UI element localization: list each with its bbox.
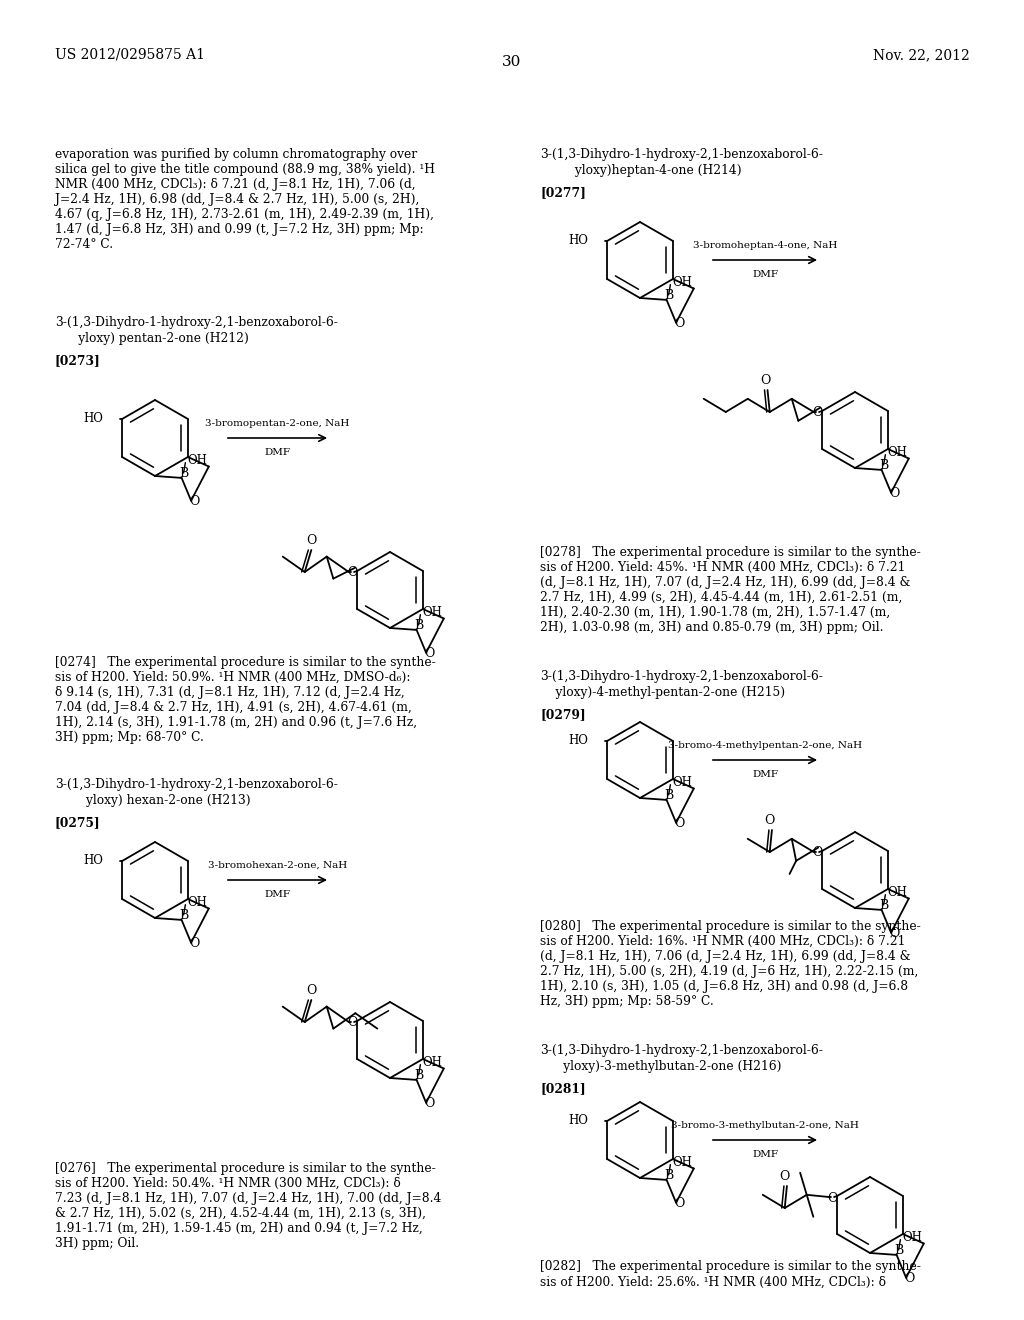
Text: O: O xyxy=(779,1170,791,1183)
Text: 3-(1,3-Dihydro-1-hydroxy-2,1-benzoxaborol-6-: 3-(1,3-Dihydro-1-hydroxy-2,1-benzoxaboro… xyxy=(540,148,823,161)
Text: O: O xyxy=(188,495,200,508)
Text: HO: HO xyxy=(83,412,103,425)
Text: B: B xyxy=(179,909,188,923)
Text: O: O xyxy=(674,817,684,830)
Text: [0277]: [0277] xyxy=(540,186,586,199)
Text: B: B xyxy=(664,289,673,302)
Text: O: O xyxy=(347,566,357,579)
Text: DMF: DMF xyxy=(752,271,778,279)
Text: O: O xyxy=(424,1097,434,1110)
Text: O: O xyxy=(347,1016,357,1030)
Text: 3-bromopentan-2-one, NaH: 3-bromopentan-2-one, NaH xyxy=(206,418,349,428)
Text: 30: 30 xyxy=(503,55,521,69)
Text: O: O xyxy=(761,374,771,387)
Text: O: O xyxy=(889,927,899,940)
Text: B: B xyxy=(879,899,888,912)
Text: [0281]: [0281] xyxy=(540,1082,586,1096)
Text: Nov. 22, 2012: Nov. 22, 2012 xyxy=(873,48,970,62)
Text: HO: HO xyxy=(83,854,103,867)
Text: OH: OH xyxy=(888,886,907,899)
Text: B: B xyxy=(879,459,888,473)
Text: B: B xyxy=(664,789,673,803)
Text: sis of H200. Yield: 25.6%. ¹H NMR (400 MHz, CDCl₃): δ: sis of H200. Yield: 25.6%. ¹H NMR (400 M… xyxy=(540,1276,886,1290)
Text: O: O xyxy=(812,846,822,859)
Text: O: O xyxy=(306,983,316,997)
Text: HO: HO xyxy=(568,734,588,747)
Text: O: O xyxy=(674,317,684,330)
Text: OH: OH xyxy=(902,1232,923,1245)
Text: yloxy) pentan-2-one (H212): yloxy) pentan-2-one (H212) xyxy=(55,333,249,345)
Text: [0273]: [0273] xyxy=(55,354,100,367)
Text: 3-bromo-4-methylpentan-2-one, NaH: 3-bromo-4-methylpentan-2-one, NaH xyxy=(668,741,862,750)
Text: DMF: DMF xyxy=(752,1150,778,1159)
Text: B: B xyxy=(179,467,188,480)
Text: [0279]: [0279] xyxy=(540,708,586,721)
Text: O: O xyxy=(904,1272,914,1286)
Text: 3-(1,3-Dihydro-1-hydroxy-2,1-benzoxaborol-6-: 3-(1,3-Dihydro-1-hydroxy-2,1-benzoxaboro… xyxy=(55,315,338,329)
Text: [0276]   The experimental procedure is similar to the synthe-
sis of H200. Yield: [0276] The experimental procedure is sim… xyxy=(55,1162,441,1250)
Text: 3-bromo-3-methylbutan-2-one, NaH: 3-bromo-3-methylbutan-2-one, NaH xyxy=(671,1121,859,1130)
Text: yloxy) hexan-2-one (H213): yloxy) hexan-2-one (H213) xyxy=(55,795,251,807)
Text: O: O xyxy=(188,937,200,950)
Text: O: O xyxy=(889,487,899,500)
Text: OH: OH xyxy=(888,446,907,459)
Text: OH: OH xyxy=(422,1056,442,1069)
Text: O: O xyxy=(674,1197,684,1210)
Text: 3-bromoheptan-4-one, NaH: 3-bromoheptan-4-one, NaH xyxy=(693,242,838,249)
Text: [0280]   The experimental procedure is similar to the synthe-
sis of H200. Yield: [0280] The experimental procedure is sim… xyxy=(540,920,921,1008)
Text: O: O xyxy=(765,814,775,828)
Text: O: O xyxy=(827,1192,838,1204)
Text: HO: HO xyxy=(568,1114,588,1127)
Text: evaporation was purified by column chromatography over
silica gel to give the ti: evaporation was purified by column chrom… xyxy=(55,148,435,251)
Text: [0282]   The experimental procedure is similar to the synthe-: [0282] The experimental procedure is sim… xyxy=(540,1261,921,1272)
Text: B: B xyxy=(414,1069,423,1082)
Text: [0278]   The experimental procedure is similar to the synthe-
sis of H200. Yield: [0278] The experimental procedure is sim… xyxy=(540,546,921,634)
Text: B: B xyxy=(664,1170,673,1183)
Text: 3-(1,3-Dihydro-1-hydroxy-2,1-benzoxaborol-6-: 3-(1,3-Dihydro-1-hydroxy-2,1-benzoxaboro… xyxy=(55,777,338,791)
Text: OH: OH xyxy=(187,896,207,909)
Text: OH: OH xyxy=(187,454,207,467)
Text: yloxy)-4-methyl-pentan-2-one (H215): yloxy)-4-methyl-pentan-2-one (H215) xyxy=(540,686,785,700)
Text: 3-(1,3-Dihydro-1-hydroxy-2,1-benzoxaborol-6-: 3-(1,3-Dihydro-1-hydroxy-2,1-benzoxaboro… xyxy=(540,671,823,682)
Text: O: O xyxy=(424,647,434,660)
Text: DMF: DMF xyxy=(264,447,291,457)
Text: 3-bromohexan-2-one, NaH: 3-bromohexan-2-one, NaH xyxy=(208,861,347,870)
Text: yloxy)-3-methylbutan-2-one (H216): yloxy)-3-methylbutan-2-one (H216) xyxy=(540,1060,781,1073)
Text: US 2012/0295875 A1: US 2012/0295875 A1 xyxy=(55,48,205,62)
Text: OH: OH xyxy=(673,776,692,789)
Text: OH: OH xyxy=(422,606,442,619)
Text: [0274]   The experimental procedure is similar to the synthe-
sis of H200. Yield: [0274] The experimental procedure is sim… xyxy=(55,656,436,744)
Text: 3-(1,3-Dihydro-1-hydroxy-2,1-benzoxaborol-6-: 3-(1,3-Dihydro-1-hydroxy-2,1-benzoxaboro… xyxy=(540,1044,823,1057)
Text: B: B xyxy=(414,619,423,632)
Text: DMF: DMF xyxy=(752,770,778,779)
Text: HO: HO xyxy=(568,235,588,248)
Text: OH: OH xyxy=(673,276,692,289)
Text: O: O xyxy=(812,407,822,420)
Text: O: O xyxy=(306,535,316,546)
Text: [0275]: [0275] xyxy=(55,816,100,829)
Text: DMF: DMF xyxy=(264,890,291,899)
Text: OH: OH xyxy=(673,1156,692,1170)
Text: B: B xyxy=(894,1245,903,1258)
Text: yloxy)heptan-4-one (H214): yloxy)heptan-4-one (H214) xyxy=(540,164,741,177)
